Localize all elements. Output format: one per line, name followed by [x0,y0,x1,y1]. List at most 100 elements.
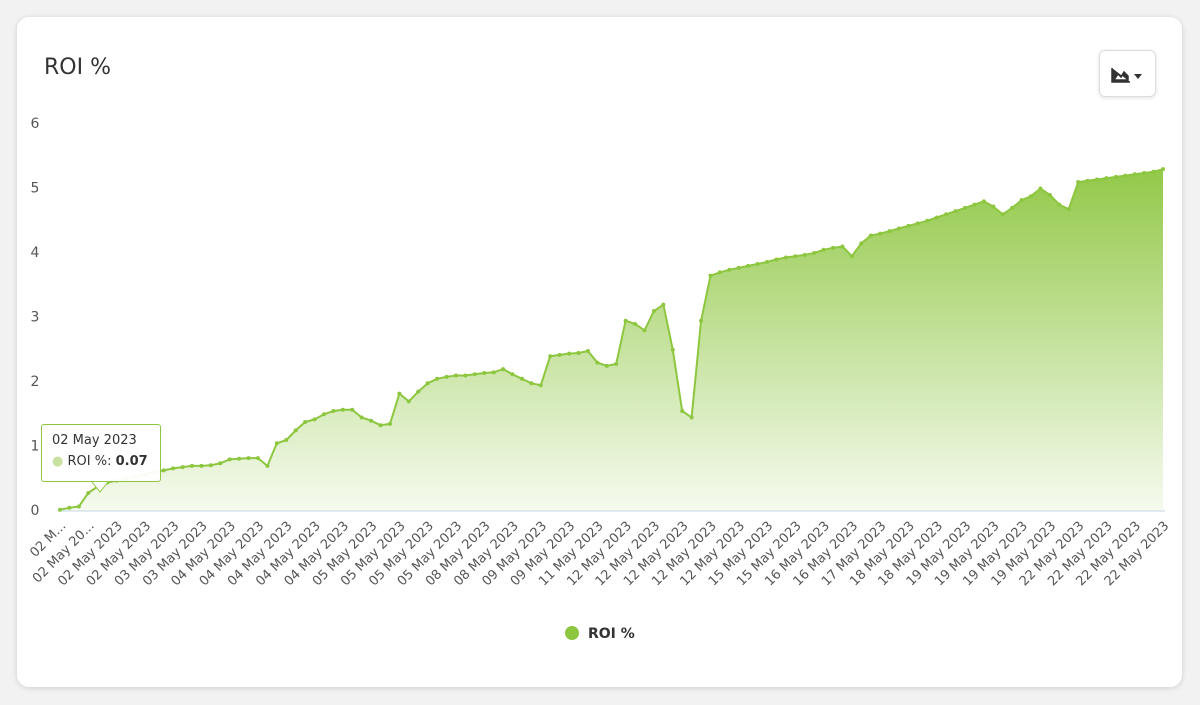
point [237,456,242,461]
point [746,263,751,268]
point [387,421,392,426]
y-tick-label: 5 [31,181,40,197]
point [840,244,845,249]
point [1010,205,1015,210]
point [878,231,883,236]
point [331,409,336,414]
tooltip-value: 0.07 [115,454,148,469]
point [180,465,185,470]
point [812,251,817,255]
point [1029,194,1034,199]
chart-type-button[interactable] [1099,50,1156,97]
point [717,270,722,275]
point [510,372,515,377]
point [1057,202,1062,207]
point [614,361,619,366]
point [831,245,836,250]
point [406,399,411,404]
point [963,205,968,210]
point [633,321,638,326]
point [397,391,402,396]
point [1047,192,1052,197]
point [435,376,440,381]
chart-title: ROI % [44,55,111,80]
point [444,374,449,379]
point [680,409,685,414]
point [774,257,779,262]
point [519,376,524,381]
point [1123,173,1128,178]
point [670,347,675,352]
point [783,255,788,260]
point [67,505,72,510]
point [699,318,704,323]
point [708,273,713,278]
y-tick-label: 2 [31,374,40,390]
point [369,418,374,423]
point [463,373,468,378]
point [161,468,166,473]
point [255,456,260,461]
point [736,265,741,270]
point [934,215,939,220]
point [859,241,864,246]
point [350,407,355,412]
point [284,438,289,443]
point [576,350,581,355]
point [557,352,562,357]
point [1113,174,1118,179]
point [208,463,213,468]
point [199,463,204,468]
point [849,254,854,259]
point [755,261,760,266]
point [727,267,732,272]
point [321,412,326,417]
point [1161,167,1165,172]
point [1000,212,1005,217]
point [1038,186,1043,191]
point [1104,176,1109,181]
point [548,354,553,359]
point [1132,172,1137,177]
point [1095,177,1100,182]
point [1151,169,1156,174]
point [1085,178,1090,183]
point [793,254,798,259]
point [472,372,477,377]
point [925,218,930,223]
point [378,423,383,428]
point [303,419,308,424]
point [1066,207,1071,212]
point [58,507,62,512]
y-tick-label: 4 [31,245,40,261]
y-tick-label: 6 [31,116,40,132]
tooltip-row: ● ROI % 0.07 [52,454,150,469]
point [944,212,949,217]
point [1142,171,1147,176]
point [265,463,270,468]
point [661,302,666,307]
point [529,381,534,386]
line [59,168,1164,511]
point [887,229,892,234]
point [218,461,223,466]
point [972,202,977,207]
legend-label: ROI % [588,626,635,642]
tooltip-date: 02 May 2023 [52,433,137,448]
point [765,260,770,265]
point [501,367,506,372]
point [227,457,232,462]
point [604,363,609,368]
point [623,318,628,323]
point [981,199,986,204]
point [585,349,590,354]
point [86,490,91,495]
point [482,370,487,375]
point [651,309,656,314]
point [538,383,543,388]
point [821,247,826,252]
point [802,252,807,257]
tooltip-arrow [91,481,109,493]
point [416,389,421,394]
